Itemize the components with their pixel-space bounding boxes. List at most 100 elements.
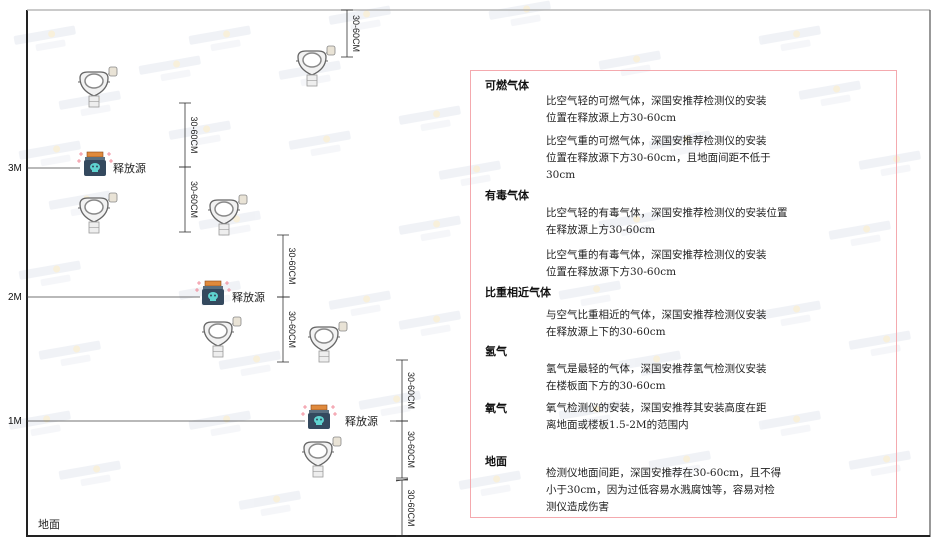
gas-detector [78, 192, 118, 234]
watermark-logo [438, 160, 501, 187]
section-paragraph: 与空气比重相近的气体，深国安推荐检测仪安装 在释放源上下的30-60cm [546, 309, 767, 338]
release-source-label: 释放源 [345, 414, 378, 428]
watermark-logo [618, 350, 681, 377]
watermark-logo [558, 280, 621, 307]
watermark-logo [648, 450, 711, 477]
dimension-marker: 30-60CM [277, 296, 297, 363]
watermark-logo [188, 25, 251, 52]
detector-sensor [108, 192, 118, 203]
watermark-logo [138, 55, 201, 82]
detector-sensor [326, 45, 336, 56]
sparkle-icon [107, 152, 111, 156]
section-title: 地面 [485, 455, 507, 468]
sparkle-icon [333, 412, 337, 416]
dimension-marker: 30-60CM [396, 479, 416, 537]
watermark-logo [18, 260, 81, 287]
watermark-logo [13, 25, 76, 52]
dimension-label: 30-60CM [406, 489, 416, 526]
dimension-label: 30-60CM [189, 181, 199, 218]
release-source-label: 释放源 [232, 290, 265, 304]
section-paragraph: 比空气重的有毒气体，深国安推荐检测仪的安装 位置在释放源下方30-60cm [546, 249, 767, 278]
sparkle-icon [77, 159, 81, 163]
section-title: 氢气 [485, 345, 507, 358]
watermark-logo [648, 130, 711, 157]
level-2m: 2M 释放源 [8, 290, 265, 304]
watermark-logo [328, 290, 391, 317]
section-paragraph: 比空气轻的可燃气体，深国安推荐检测仪的安装 位置在释放源上方30-60cm [546, 95, 767, 124]
watermark-logo [398, 215, 461, 242]
detector-ring [208, 323, 228, 339]
level-1m: 1M 释放源 [8, 414, 378, 428]
section-paragraph: 氢气是最轻的气体，深国安推荐氢气检测仪安装 在楼板面下方的30-60cm [546, 363, 767, 392]
detector-sensor [232, 316, 242, 327]
dimension-marker: 30-60CM [179, 166, 199, 233]
watermark-logo [398, 105, 461, 132]
detector-ring [314, 328, 334, 344]
watermark-logo [758, 25, 821, 52]
watermark-logo [758, 410, 821, 437]
watermark-logo [188, 410, 251, 437]
detector-ring [214, 201, 234, 217]
watermark-logo [758, 300, 821, 327]
watermark-logo [218, 350, 281, 377]
release-source-icon [77, 151, 113, 176]
sparkle-icon [331, 405, 335, 409]
floor-label: 地面 [38, 518, 60, 531]
watermark-logo [558, 400, 621, 427]
detector-ring [302, 52, 322, 68]
gas-detector [208, 194, 248, 236]
dimension-marker: 30-60CM [341, 9, 361, 58]
section-title: 比重相近气体 [485, 286, 551, 299]
detector-sensor [332, 436, 342, 447]
dimension-label: 30-60CM [351, 15, 361, 52]
sparkle-icon [79, 152, 83, 156]
info-panel: 可燃气体比空气轻的可燃气体，深国安推荐检测仪的安装 位置在释放源上方30-60c… [470, 70, 897, 518]
section-title: 有毒气体 [485, 189, 529, 202]
skull-icon [90, 163, 100, 171]
watermark-logo [798, 80, 861, 107]
watermark-logo [168, 120, 231, 147]
gas-detector [308, 321, 348, 363]
dimension-label: 30-60CM [287, 247, 297, 284]
dimension-label: 30-60CM [406, 431, 416, 468]
dimension-marker: 30-60CM [277, 234, 297, 298]
source-cap [310, 404, 328, 411]
watermark-logo [488, 0, 551, 27]
section-title: 可燃气体 [485, 79, 529, 92]
section-title: 氧气 [485, 402, 507, 415]
watermark-logo [58, 460, 121, 487]
gas-detector [302, 436, 342, 478]
level-label: 3M [8, 163, 22, 174]
detector-ring [84, 199, 104, 215]
source-cap [86, 151, 104, 158]
watermark-logo [848, 330, 911, 357]
section-paragraph: 氧气检测仪的安装，深国安推荐其安装高度在距 离地面或楼板1.5-2M的范围内 [546, 402, 767, 431]
source-cap [204, 280, 222, 287]
watermark-logo [358, 390, 421, 417]
gas-detector [296, 45, 336, 87]
dimension-label: 30-60CM [406, 372, 416, 409]
watermark-logo [848, 450, 911, 477]
watermark-logo [238, 490, 301, 517]
level-label: 2M [8, 292, 22, 303]
detector-ring [84, 73, 104, 89]
watermark-logo [598, 210, 661, 237]
detector-sensor [238, 194, 248, 205]
watermark-logo [458, 470, 521, 497]
skull-icon [208, 292, 218, 300]
detector-sensor [338, 321, 348, 332]
level-label: 1M [8, 416, 22, 427]
detector-sensor [108, 66, 118, 77]
dimension-label: 30-60CM [287, 311, 297, 348]
dimension-marker: 30-60CM [396, 420, 416, 479]
sparkle-icon [197, 281, 201, 285]
gas-detector [78, 66, 118, 108]
watermark-logo [18, 140, 81, 167]
sparkle-icon [109, 159, 113, 163]
section-paragraph: 比空气重的可燃气体，深国安推荐检测仪的安装 位置在释放源下方30-60cm，且地… [546, 135, 771, 181]
sparkle-icon [195, 288, 199, 292]
sparkle-icon [301, 412, 305, 416]
skull-icon [314, 416, 324, 424]
sparkle-icon [227, 288, 231, 292]
